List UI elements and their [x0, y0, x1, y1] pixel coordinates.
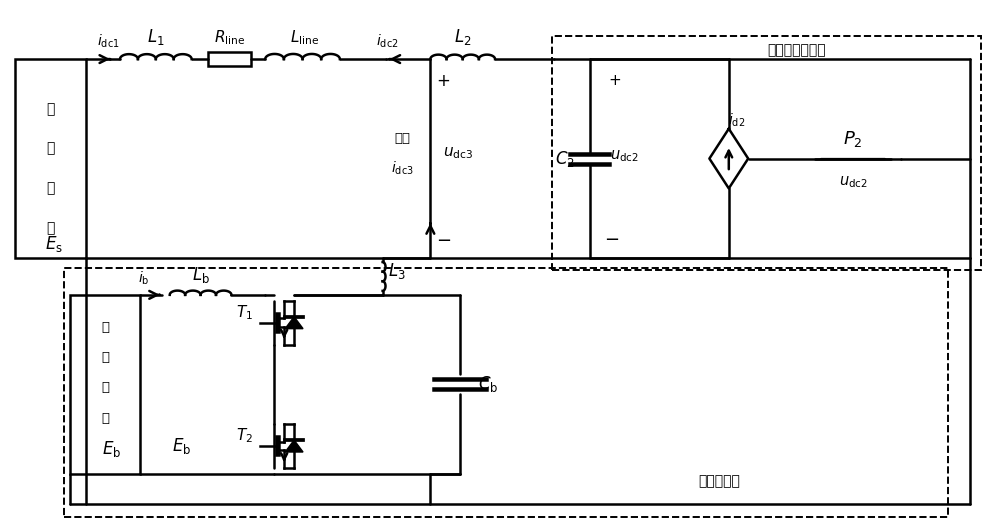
Text: $L_{\rm b}$: $L_{\rm b}$	[192, 265, 210, 285]
Polygon shape	[285, 440, 303, 452]
Text: 电: 电	[46, 181, 55, 196]
Text: 能: 能	[101, 351, 109, 364]
Text: $i_{\rm dc1}$: $i_{\rm dc1}$	[97, 32, 119, 50]
Text: $C_{\rm b}$: $C_{\rm b}$	[478, 374, 498, 394]
Text: 流: 流	[46, 142, 55, 156]
Text: $i_{\rm b}$: $i_{\rm b}$	[138, 269, 150, 287]
Text: $u_{\rm dc2}$: $u_{\rm dc2}$	[839, 174, 868, 190]
Text: $T_{\rm 1}$: $T_{\rm 1}$	[236, 303, 253, 322]
Text: $u_{\rm dc2}$: $u_{\rm dc2}$	[610, 149, 639, 164]
Text: $u_{\rm dc3}$: $u_{\rm dc3}$	[443, 146, 473, 162]
Text: $i_{\rm dc3}$: $i_{\rm dc3}$	[391, 160, 414, 177]
Text: 开关: 开关	[395, 132, 411, 145]
Text: $L_{\rm 1}$: $L_{\rm 1}$	[147, 27, 165, 47]
Text: $i_{\rm dc2}$: $i_{\rm dc2}$	[376, 32, 399, 50]
Text: $C_{\rm 2}$: $C_{\rm 2}$	[555, 148, 575, 169]
Text: −: −	[604, 231, 619, 249]
Text: $L_{\rm 3}$: $L_{\rm 3}$	[388, 261, 405, 281]
Polygon shape	[285, 317, 303, 329]
Text: 源: 源	[46, 221, 55, 235]
Text: 直: 直	[46, 102, 55, 116]
Text: 恒功率负载模型: 恒功率负载模型	[767, 43, 826, 57]
Bar	[70, 295, 140, 474]
Text: $P_{\rm 2}$: $P_{\rm 2}$	[843, 129, 863, 149]
Text: 储: 储	[101, 321, 109, 333]
Text: +: +	[436, 72, 450, 90]
Text: $T_{\rm 2}$: $T_{\rm 2}$	[236, 427, 253, 445]
Text: −: −	[436, 232, 451, 250]
Text: $R_{\rm line}$: $R_{\rm line}$	[214, 28, 245, 47]
Text: $i_{\rm d2}$: $i_{\rm d2}$	[728, 112, 745, 129]
Bar	[552, 36, 981, 270]
Text: $E_{\rm s}$: $E_{\rm s}$	[45, 234, 63, 254]
Text: $E_{\rm b}$: $E_{\rm b}$	[172, 436, 191, 456]
Bar	[64, 268, 948, 517]
Text: $L_{\rm line}$: $L_{\rm line}$	[290, 28, 319, 47]
Text: $L_{\rm 2}$: $L_{\rm 2}$	[454, 27, 471, 47]
Bar	[208, 52, 251, 66]
Bar	[15, 59, 86, 258]
Text: 储能主电路: 储能主电路	[698, 474, 740, 488]
Text: 电: 电	[101, 382, 109, 394]
Text: 池: 池	[101, 412, 109, 425]
Text: +: +	[608, 74, 621, 89]
Text: $E_{\rm b}$: $E_{\rm b}$	[102, 439, 122, 459]
